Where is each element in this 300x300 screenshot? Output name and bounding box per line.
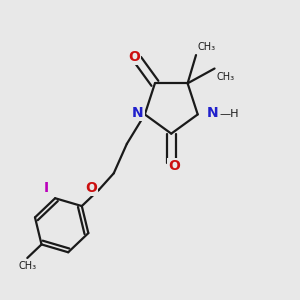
Text: N: N [207,106,218,120]
Text: O: O [169,159,181,173]
Text: —H: —H [219,109,239,119]
Text: O: O [85,181,97,195]
Text: I: I [44,181,49,195]
Text: N: N [132,106,143,120]
Text: O: O [128,50,140,64]
Text: CH₃: CH₃ [216,72,234,82]
Text: CH₃: CH₃ [18,261,36,271]
Text: CH₃: CH₃ [198,42,216,52]
